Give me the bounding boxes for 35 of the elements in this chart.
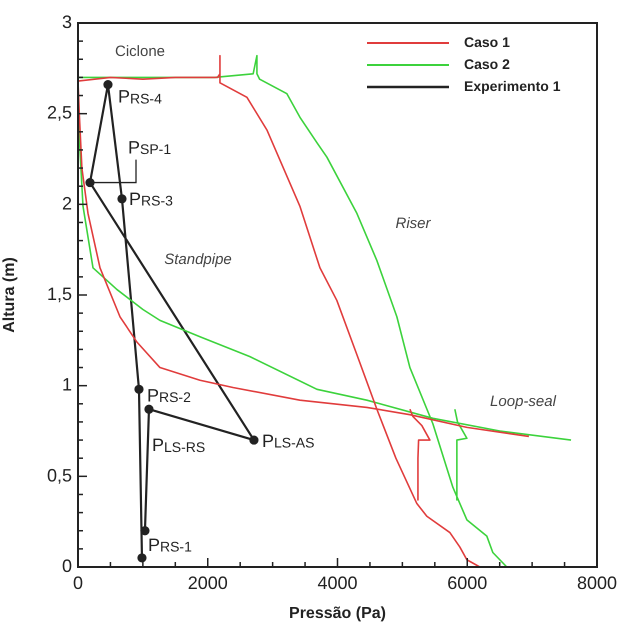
point	[140, 526, 150, 536]
point	[249, 435, 259, 445]
annotation: Loop-seal	[490, 393, 557, 410]
y-tick-label: 2	[62, 193, 72, 214]
y-axis-title: Altura (m)	[1, 257, 18, 333]
y-tick-label: 3	[62, 12, 72, 32]
annotation: Ciclone	[114, 43, 166, 60]
point	[103, 80, 113, 90]
point	[144, 404, 154, 414]
text: Caso 1	[464, 34, 510, 50]
text: Caso 2	[464, 56, 510, 72]
point	[137, 553, 147, 563]
y-tick-label: 1	[62, 374, 72, 395]
annotation: Standpipe	[164, 251, 232, 268]
y-tick-label: 0	[62, 556, 72, 576]
x-axis-title: Pressão (Pa)	[289, 604, 386, 622]
point	[85, 178, 95, 188]
y-tick-label: 0,5	[46, 465, 72, 486]
annotation: PRS-3	[128, 188, 174, 209]
x-tick-label: 6000	[447, 572, 488, 593]
annotation: PRS-2	[146, 385, 192, 406]
annotation: PLS-AS	[262, 431, 314, 452]
y-tick-label: 2,5	[46, 102, 72, 123]
annotation: Riser	[396, 215, 432, 232]
annotation: PRS-1	[148, 534, 192, 555]
x-tick-label: 4000	[317, 572, 358, 593]
point	[117, 194, 127, 204]
text: Experimento 1	[464, 78, 561, 94]
annotation: PRS-4	[118, 86, 162, 107]
point	[134, 384, 144, 394]
y-tick-label: 1,5	[46, 284, 72, 304]
x-tick-label: 2000	[188, 572, 228, 593]
annotation: PSP-1	[128, 138, 172, 158]
x-tick-label: 8000	[576, 572, 618, 593]
annotation: PLS-RS	[152, 435, 206, 456]
